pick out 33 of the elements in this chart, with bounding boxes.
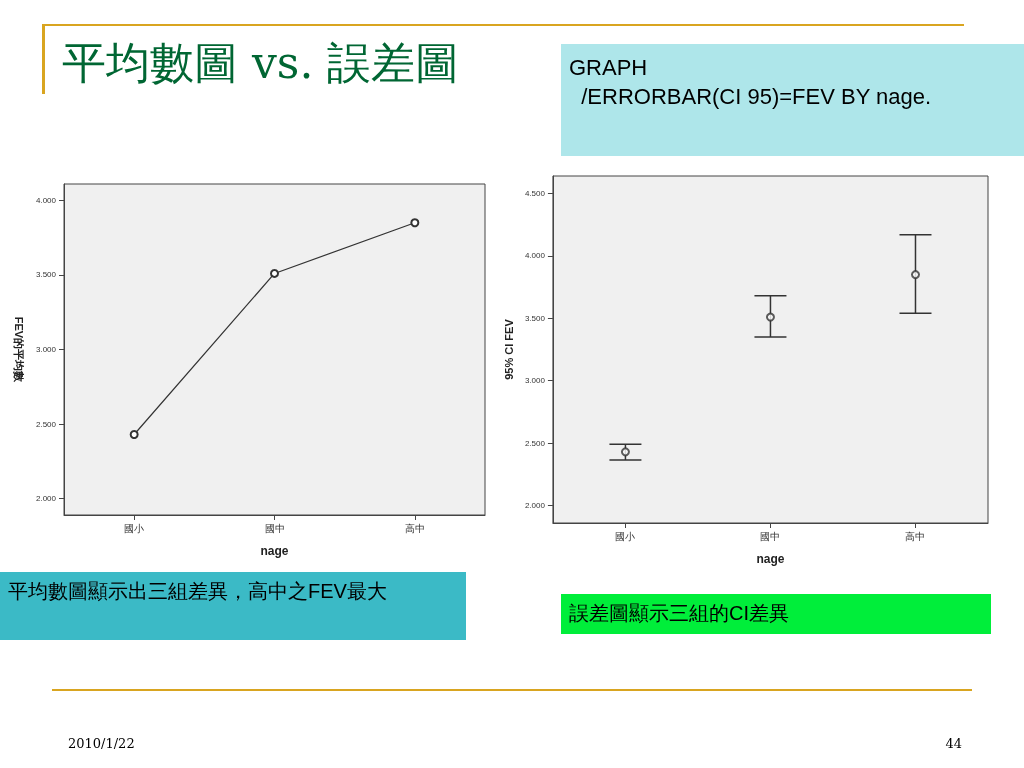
x-tick-label: 國中 xyxy=(760,530,781,542)
y-tick-label: 4.000 xyxy=(35,195,57,205)
y-tick-label: 2.500 xyxy=(524,438,546,448)
x-tick-label: 國小 xyxy=(615,530,636,542)
x-tick-label: 國中 xyxy=(264,522,285,534)
chart-title: 平均數圖 vs. 誤差圖 xyxy=(62,36,460,90)
x-axis-title: nage xyxy=(756,552,785,566)
y-axis-title: 95% CI FEV xyxy=(502,318,515,380)
text: 2010/1/22 xyxy=(67,735,136,753)
y-tick-label: 4.500 xyxy=(524,188,546,198)
x-tick-label: 高中 xyxy=(905,530,926,542)
y-axis-title: FEV的平均數 xyxy=(12,316,25,384)
point xyxy=(270,268,279,278)
text: 平均數圖顯示出三組差異，高中之FEV最大 xyxy=(0,572,466,640)
x-tick-label: 國小 xyxy=(124,522,145,534)
y-tick-label: 3.000 xyxy=(524,376,546,386)
point xyxy=(129,429,139,439)
text: GRAPH /ERRORBAR(CI 95)=FEV BY nage. xyxy=(561,44,1024,156)
y-tick-label: 4.000 xyxy=(524,251,546,261)
y-tick-label: 3.000 xyxy=(35,345,57,354)
y-tick-label: 3.500 xyxy=(35,270,57,280)
x-tick-label: 高中 xyxy=(404,522,425,534)
point xyxy=(410,218,420,228)
y-tick-label: 2.000 xyxy=(524,501,546,511)
y-tick-label: 2.500 xyxy=(35,419,57,429)
text: 44 xyxy=(944,735,963,753)
point xyxy=(765,312,775,322)
point xyxy=(910,270,920,280)
y-tick-label: 2.000 xyxy=(35,494,57,504)
x-axis-title: nage xyxy=(260,544,289,558)
y-tick-label: 3.500 xyxy=(524,313,546,323)
text: 誤差圖顯示三組的CI差異 xyxy=(561,594,991,634)
point xyxy=(620,447,630,457)
